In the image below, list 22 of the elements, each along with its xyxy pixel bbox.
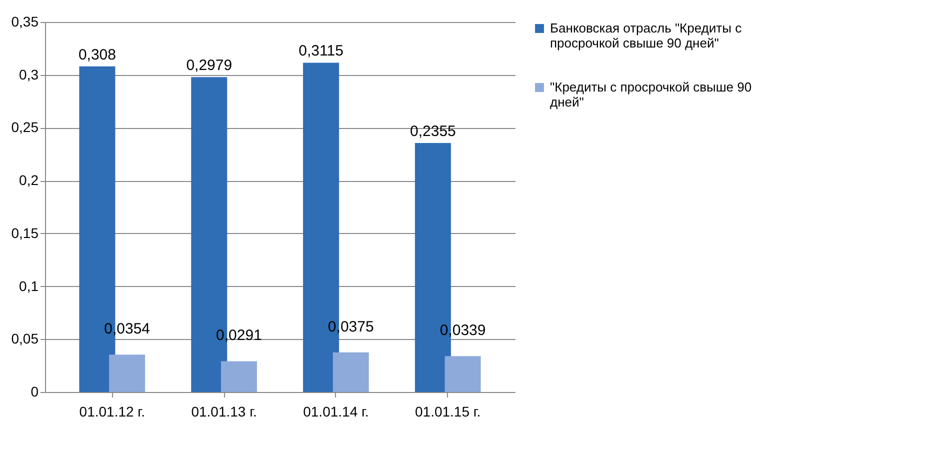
x-tick-label: 01.01.12 г. [79,404,145,420]
bar [332,352,369,392]
y-tick-label: 0,2 [19,172,39,188]
data-label: 0,2979 [186,57,232,74]
y-tick-label: 0,3 [19,66,39,82]
data-label: 0,3115 [298,42,344,60]
y-tick-label: 0,1 [19,278,39,294]
y-tick-label: 0,15 [11,224,39,241]
bar [444,356,481,392]
x-tick-label: 01.01.14 г. [303,404,369,420]
y-tick-label: 0 [30,384,39,400]
y-tick-label: 0,05 [11,330,39,347]
bar [109,354,146,392]
y-tick-label: 0,25 [11,119,39,136]
y-tick-label: 0,35 [11,14,39,30]
x-tick-label: 01.01.15 г. [415,404,481,420]
bar [220,361,257,392]
legend-label: Банковская отрасль "Кредиты с просрочкой свыше 90 дней" [550,20,742,50]
data-label: 0,308 [78,46,116,64]
legend-label: "Кредиты с просрочкой свыше 90 дней" [550,80,752,110]
x-tick-label: 01.01.13 г. [191,404,257,420]
data-label: 0,2355 [410,123,456,140]
